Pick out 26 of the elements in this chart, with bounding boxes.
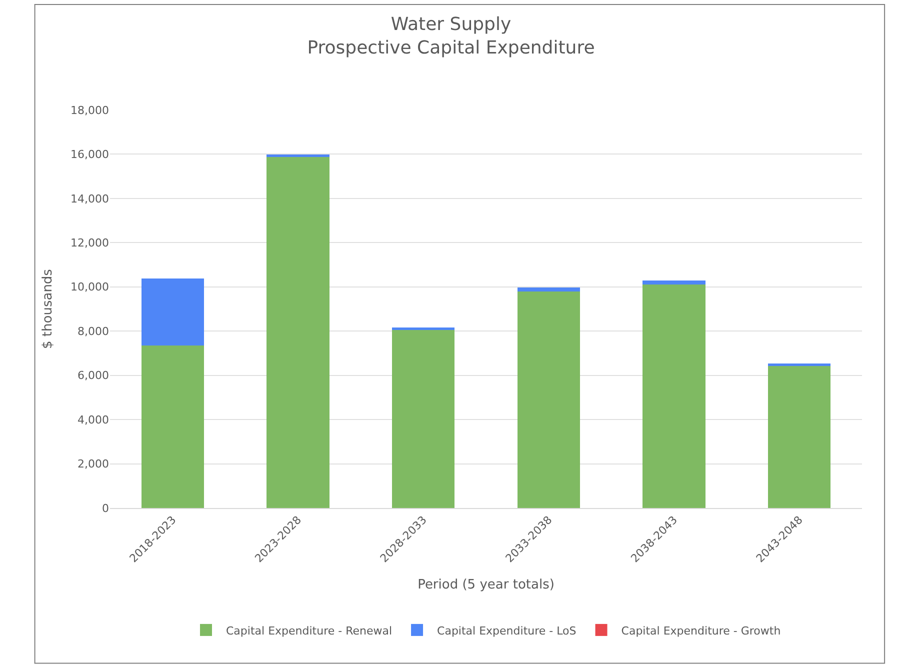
y-tick-label: 2,000 [78, 458, 109, 471]
bar [141, 278, 204, 346]
bar [266, 156, 330, 508]
chart-title: Water Supply Prospective Capital Expenditure [307, 14, 595, 58]
bar [141, 345, 204, 508]
y-tick-label: 0 [102, 502, 109, 515]
bar [392, 330, 455, 508]
legend-label: Capital Expenditure - Renewal [226, 624, 392, 638]
legend-label: Capital Expenditure - LoS [437, 624, 576, 638]
bar [642, 280, 706, 285]
y-axis-title: $ thousands [40, 268, 56, 349]
y-tick-label: 6,000 [78, 369, 109, 382]
y-tick-label: 4,000 [78, 413, 109, 426]
y-tick-label: 12,000 [70, 236, 109, 250]
bar [517, 291, 580, 508]
x-axis-title: Period (5 year totals) [418, 578, 554, 593]
legend-label: Capital Expenditure - Growth [621, 624, 781, 638]
bar [768, 366, 831, 508]
y-tick-label: 18,000 [70, 104, 109, 117]
bar [642, 284, 706, 508]
bar [392, 327, 455, 330]
y-tick-label: 10,000 [70, 280, 109, 294]
y-tick-label: 14,000 [70, 192, 109, 206]
y-tick-label: 8,000 [78, 324, 109, 338]
y-tick-label: 16,000 [70, 148, 109, 162]
bar [517, 287, 580, 292]
